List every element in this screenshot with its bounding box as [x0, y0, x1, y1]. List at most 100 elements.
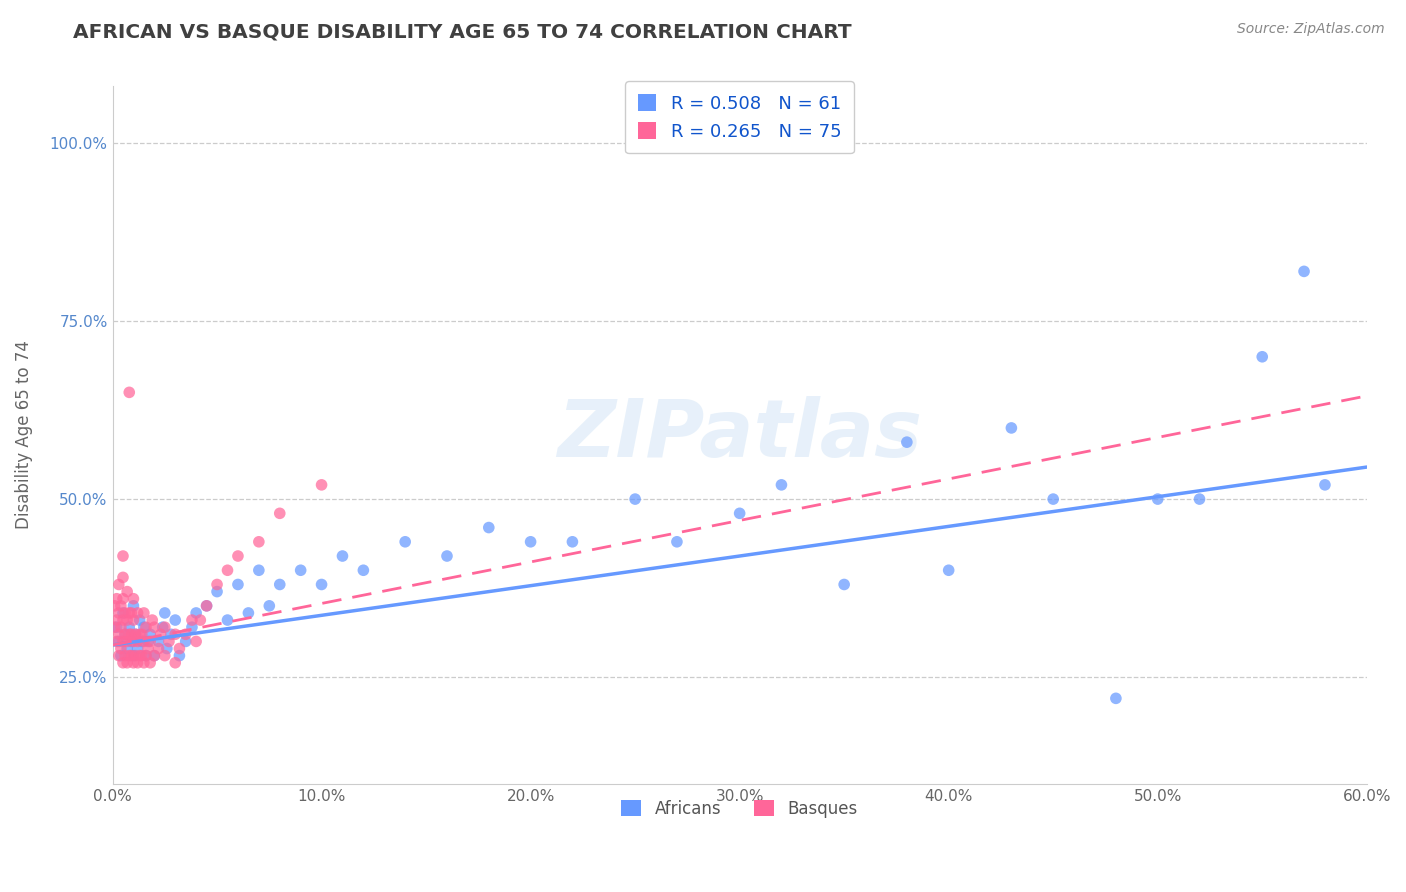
Point — [148, 634, 170, 648]
Point — [105, 634, 128, 648]
Point — [110, 599, 132, 613]
Point — [115, 634, 138, 648]
Point — [665, 534, 688, 549]
Point — [118, 606, 141, 620]
Point — [114, 648, 136, 663]
Point — [120, 606, 142, 620]
Point — [478, 520, 501, 534]
Point — [118, 385, 141, 400]
Point — [127, 641, 149, 656]
Point — [111, 634, 134, 648]
Point — [186, 634, 208, 648]
Point — [152, 620, 174, 634]
Point — [127, 634, 149, 648]
Point — [165, 656, 187, 670]
Point — [139, 627, 162, 641]
Point — [118, 620, 141, 634]
Point — [188, 613, 211, 627]
Point — [896, 435, 918, 450]
Point — [127, 656, 149, 670]
Point — [110, 641, 132, 656]
Point — [153, 620, 176, 634]
Point — [124, 627, 146, 641]
Point — [1251, 350, 1274, 364]
Point — [105, 620, 128, 634]
Point — [107, 634, 129, 648]
Point — [128, 613, 150, 627]
Point — [238, 606, 260, 620]
Point — [217, 613, 239, 627]
Point — [128, 627, 150, 641]
Point — [122, 599, 145, 613]
Point — [135, 648, 157, 663]
Point — [352, 563, 374, 577]
Point — [269, 506, 291, 520]
Point — [832, 577, 855, 591]
Point — [205, 584, 228, 599]
Legend: Africans, Basques: Africans, Basques — [614, 793, 865, 824]
Point — [141, 613, 163, 627]
Point — [122, 648, 145, 663]
Point — [1042, 492, 1064, 507]
Point — [181, 620, 204, 634]
Point — [131, 627, 153, 641]
Point — [107, 606, 129, 620]
Point — [107, 577, 129, 591]
Point — [115, 584, 138, 599]
Point — [111, 656, 134, 670]
Point — [114, 627, 136, 641]
Point — [149, 627, 172, 641]
Point — [143, 620, 166, 634]
Point — [226, 549, 249, 563]
Point — [131, 634, 153, 648]
Point — [156, 641, 179, 656]
Point — [728, 506, 751, 520]
Point — [157, 634, 180, 648]
Point — [120, 627, 142, 641]
Point — [186, 606, 208, 620]
Point — [128, 648, 150, 663]
Point — [169, 641, 191, 656]
Point — [118, 627, 141, 641]
Point — [394, 534, 416, 549]
Point — [104, 599, 127, 613]
Point — [132, 606, 155, 620]
Point — [110, 620, 132, 634]
Point — [143, 648, 166, 663]
Point — [1313, 478, 1336, 492]
Point — [132, 656, 155, 670]
Point — [148, 641, 170, 656]
Point — [153, 648, 176, 663]
Point — [195, 599, 218, 613]
Point — [122, 591, 145, 606]
Point — [111, 591, 134, 606]
Point — [153, 606, 176, 620]
Point — [132, 620, 155, 634]
Point — [107, 627, 129, 641]
Point — [115, 613, 138, 627]
Point — [1105, 691, 1128, 706]
Point — [1188, 492, 1211, 507]
Point — [165, 613, 187, 627]
Point — [135, 648, 157, 663]
Point — [169, 648, 191, 663]
Point — [165, 627, 187, 641]
Point — [118, 648, 141, 663]
Point — [111, 606, 134, 620]
Point — [120, 634, 142, 648]
Point — [226, 577, 249, 591]
Point — [181, 613, 204, 627]
Point — [217, 563, 239, 577]
Text: ZIPatlas: ZIPatlas — [557, 396, 922, 474]
Point — [127, 606, 149, 620]
Point — [436, 549, 458, 563]
Point — [136, 641, 159, 656]
Point — [269, 577, 291, 591]
Point — [259, 599, 281, 613]
Point — [120, 648, 142, 663]
Point — [174, 634, 197, 648]
Point — [114, 627, 136, 641]
Point — [122, 613, 145, 627]
Point — [131, 648, 153, 663]
Point — [561, 534, 583, 549]
